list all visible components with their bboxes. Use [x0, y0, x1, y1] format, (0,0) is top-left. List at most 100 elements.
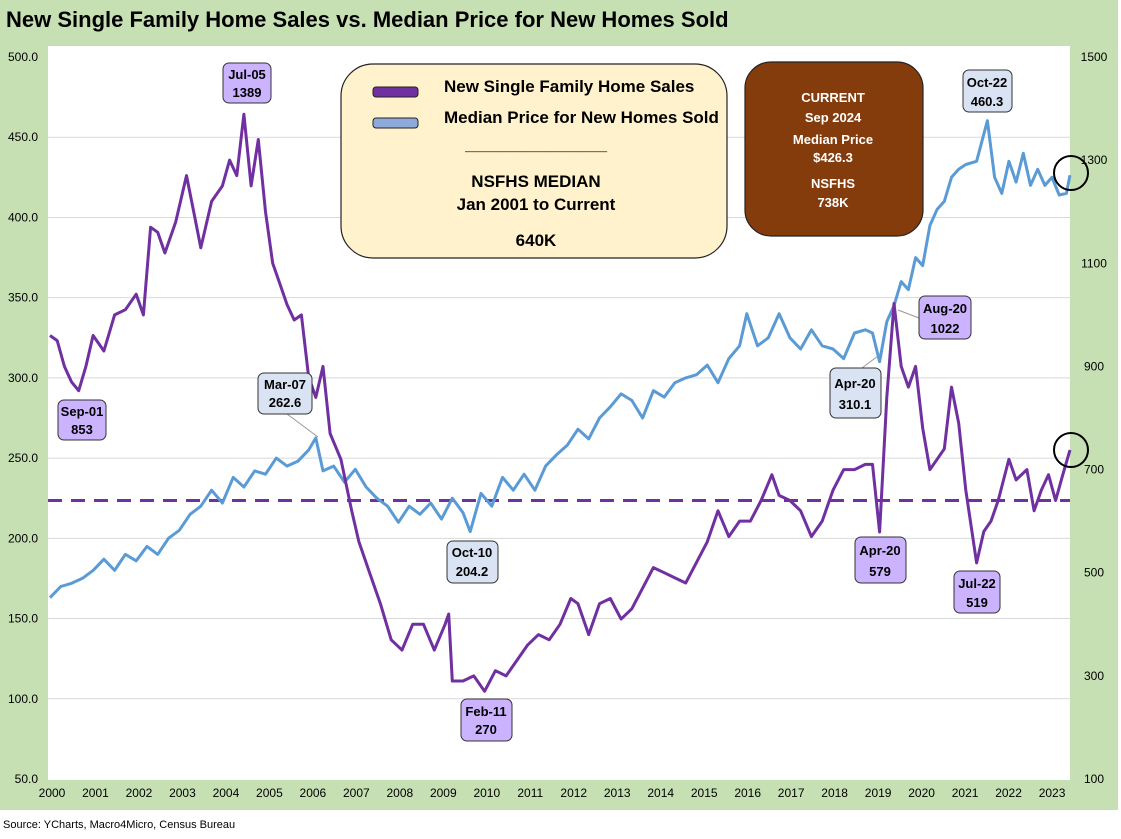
source-note: Source: YCharts, Macro4Micro, Census Bur… [3, 819, 235, 831]
annotation-value: 579 [869, 564, 891, 579]
x-tick-label: 2005 [256, 786, 283, 800]
y-left-tick-label: 100.0 [8, 692, 38, 706]
median-range: Jan 2001 to Current [457, 195, 616, 214]
annotation-value: 1389 [233, 85, 262, 100]
current-values-box: CURRENT Sep 2024 Median Price $426.3 NSF… [744, 61, 924, 237]
legend-label-sales: New Single Family Home Sales [444, 77, 694, 96]
y-left-tick-label: 50.0 [15, 772, 39, 786]
annotation-value: 204.2 [456, 564, 489, 579]
annotation-date: Aug-20 [923, 301, 967, 316]
annotation-date: Jul-05 [228, 67, 266, 82]
x-tick-label: 2013 [604, 786, 631, 800]
current-sales-value: 738K [817, 195, 849, 210]
annotation-oct22: Oct-22 460.3 [962, 69, 1013, 113]
y-left-tick-label: 300.0 [8, 371, 38, 385]
y-left-tick-label: 350.0 [8, 291, 38, 305]
y-right-tick-label: 1500 [1081, 50, 1108, 64]
annotation-aug20: Aug-20 1022 [918, 295, 972, 340]
x-tick-label: 2015 [691, 786, 718, 800]
annotation-date: Oct-10 [452, 545, 492, 560]
annotation-jul22: Jul-22 519 [953, 570, 1001, 614]
legend-swatch-price [372, 117, 419, 129]
annotation-value: 460.3 [971, 94, 1004, 109]
y-left-tick-label: 500.0 [8, 50, 38, 64]
x-tick-label: 2002 [126, 786, 153, 800]
x-tick-label: 2012 [560, 786, 587, 800]
chart-title: New Single Family Home Sales vs. Median … [6, 7, 729, 32]
annotation-value: 853 [71, 422, 93, 437]
annotation-value: 262.6 [269, 395, 302, 410]
x-tick-label: 2009 [430, 786, 457, 800]
annotation-value: 310.1 [839, 397, 872, 412]
annotation-date: Oct-22 [967, 75, 1007, 90]
leader-line-mar07 [286, 413, 319, 438]
annotation-value: 1022 [931, 321, 960, 336]
legend: New Single Family Home Sales Median Pric… [340, 63, 728, 259]
current-price-circle [1053, 155, 1089, 191]
current-sales-label: NSFHS [811, 176, 855, 191]
x-tick-label: 2014 [647, 786, 674, 800]
annotation-oct10: Oct-10 204.2 [446, 540, 499, 584]
annotation-date: Apr-20 [859, 543, 900, 558]
x-tick-label: 2020 [908, 786, 935, 800]
annotation-mar07: Mar-07 262.6 [257, 372, 313, 415]
annotation-date: Sep-01 [61, 404, 104, 419]
y-right-tick-label: 1100 [1081, 256, 1107, 270]
y-right-tick-label: 100 [1084, 772, 1104, 786]
y-left-tick-label: 450.0 [8, 130, 38, 144]
current-date: Sep 2024 [805, 110, 862, 125]
y-right-tick-label: 900 [1084, 359, 1104, 373]
current-sales-circle [1053, 432, 1089, 468]
y-left-tick-label: 200.0 [8, 531, 38, 545]
y-axis-right: 100 300 500 700 900 1100 1300 1500 [1081, 50, 1108, 786]
annotation-sep01: Sep-01 853 [57, 399, 107, 441]
y-right-tick-label: 300 [1084, 669, 1104, 683]
x-tick-label: 2011 [517, 786, 543, 800]
series-lines [48, 112, 1072, 693]
y-left-tick-label: 150.0 [8, 612, 38, 626]
x-tick-label: 2000 [39, 786, 66, 800]
annotation-value: 270 [475, 722, 497, 737]
annotation-date: Jul-22 [958, 576, 996, 591]
y-axis-left: 50.0 100.0 150.0 200.0 250.0 300.0 350.0 400.0 4… [8, 50, 38, 786]
legend-label-price: Median Price for New Homes Sold [444, 108, 719, 127]
y-right-tick-label: 700 [1084, 463, 1104, 477]
x-tick-label: 2022 [995, 786, 1022, 800]
y-right-tick-label: 1300 [1081, 153, 1108, 167]
annotation-apr20-price: Apr-20 310.1 [829, 367, 882, 419]
median-title: NSFHS MEDIAN [471, 172, 600, 191]
x-tick-label: 2018 [821, 786, 848, 800]
x-tick-label: 2016 [734, 786, 761, 800]
x-tick-label: 2023 [1039, 786, 1066, 800]
annotation-feb11: Feb-11 270 [460, 698, 513, 742]
x-tick-label: 2019 [865, 786, 892, 800]
annotation-date: Feb-11 [465, 704, 506, 719]
x-tick-label: 2021 [952, 786, 979, 800]
median-value: 640K [516, 231, 557, 250]
annotation-value: 519 [966, 595, 988, 610]
x-tick-label: 2007 [343, 786, 370, 800]
current-label: CURRENT [801, 90, 865, 105]
x-tick-label: 2003 [169, 786, 196, 800]
series-line-median-price [48, 119, 1072, 599]
x-tick-label: 2004 [213, 786, 240, 800]
legend-swatch-sales [372, 86, 419, 98]
x-axis: 2000 2001 2002 2003 2004 2005 2006 2007 2008 2009… [39, 786, 1066, 800]
x-tick-label: 2017 [778, 786, 805, 800]
x-tick-label: 2006 [300, 786, 327, 800]
annotation-apr20-sales: Apr-20 579 [854, 536, 907, 584]
x-tick-label: 2001 [82, 786, 109, 800]
annotation-date: Mar-07 [264, 377, 306, 392]
x-tick-label: 2010 [473, 786, 500, 800]
y-left-tick-label: 250.0 [8, 451, 38, 465]
legend-separator: _______________ [464, 135, 607, 154]
leader-line-apr20-price [861, 355, 879, 369]
x-tick-label: 2008 [386, 786, 413, 800]
annotation-date: Apr-20 [834, 376, 875, 391]
y-left-tick-label: 400.0 [8, 210, 38, 224]
current-price-value: $426.3 [813, 150, 853, 165]
annotation-jul05: Jul-05 1389 [222, 62, 272, 104]
y-right-tick-label: 500 [1084, 566, 1104, 580]
leader-line-aug20 [897, 309, 920, 319]
